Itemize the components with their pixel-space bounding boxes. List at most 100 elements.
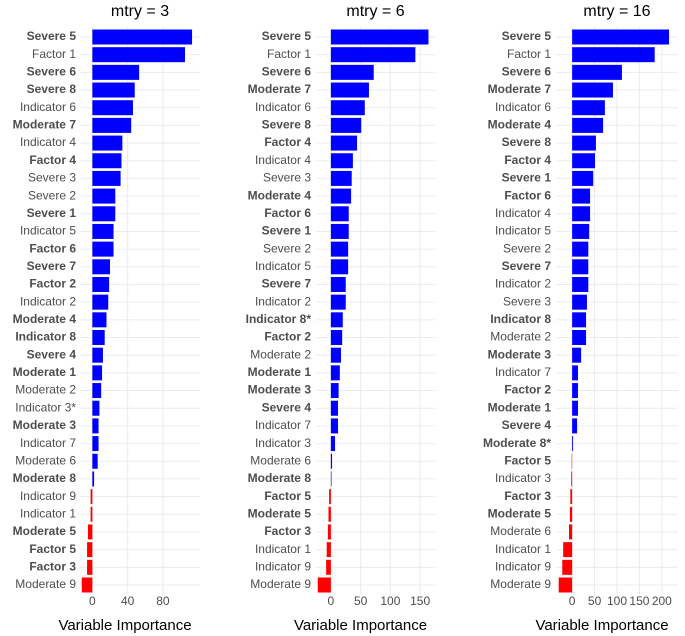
y-tick-label: Indicator 8 (490, 312, 551, 326)
y-tick-label: Moderate 8 (248, 471, 312, 485)
bar (92, 365, 103, 381)
bar (330, 206, 349, 222)
bar (572, 206, 591, 222)
bar (572, 347, 582, 363)
bar (92, 259, 110, 275)
bar (330, 365, 340, 381)
bar (330, 188, 352, 204)
bar (569, 506, 573, 522)
chart-title: mtry = 6 (346, 3, 404, 20)
y-tick-label: Indicator 9 (255, 559, 311, 573)
x-tick-label: 0 (89, 594, 96, 608)
bar (330, 400, 339, 416)
y-tick-label: Moderate 5 (488, 506, 552, 520)
bar (330, 153, 353, 169)
y-tick-label: Moderate 6 (15, 453, 76, 467)
y-tick-label: Factor 3 (264, 524, 311, 538)
bar (326, 559, 331, 575)
bar (330, 170, 352, 186)
bar (572, 383, 578, 399)
x-axis-label: Variable Importance (294, 617, 427, 634)
y-tick-label: Moderate 7 (488, 82, 552, 96)
y-tick-label: Indicator 5 (495, 224, 551, 238)
bar (92, 188, 116, 204)
y-tick-label: Severe 1 (27, 206, 77, 220)
bar (92, 400, 100, 416)
y-tick-label: Factor 5 (504, 453, 551, 467)
y-tick-label: Severe 2 (503, 241, 551, 255)
y-tick-label: Factor 4 (264, 135, 311, 149)
bar (330, 64, 374, 80)
bar (92, 418, 99, 434)
y-tick-label: Severe 6 (27, 65, 77, 79)
y-tick-label: Indicator 7 (255, 418, 311, 432)
bar (569, 524, 573, 540)
bar (572, 365, 578, 381)
y-tick-label: Severe 3 (503, 294, 551, 308)
bar (327, 524, 331, 540)
y-tick-label: Moderate 9 (250, 577, 311, 591)
bar (572, 241, 589, 257)
y-tick-label: Factor 1 (267, 47, 311, 61)
y-tick-label: Moderate 7 (248, 82, 312, 96)
y-tick-label: Indicator 8* (246, 312, 312, 326)
y-tick-label: Moderate 6 (490, 524, 551, 538)
y-tick-label: Indicator 1 (20, 506, 76, 520)
bar (92, 276, 110, 292)
y-tick-label: Severe 8 (27, 82, 77, 96)
y-tick-label: Severe 3 (28, 171, 76, 185)
bar (330, 383, 339, 399)
y-tick-label: Moderate 4 (13, 312, 77, 326)
bar (92, 206, 116, 222)
bar (572, 170, 594, 186)
y-tick-label: Indicator 3* (15, 400, 76, 414)
y-tick-label: Severe 5 (27, 29, 77, 43)
bar (92, 153, 122, 169)
y-tick-label: Severe 6 (262, 65, 312, 79)
bar (572, 153, 596, 169)
bar (92, 135, 123, 151)
bar (92, 347, 103, 363)
bar (87, 542, 93, 558)
y-tick-label: Indicator 4 (20, 135, 76, 149)
bar (92, 47, 185, 63)
y-tick-label: Indicator 6 (495, 100, 551, 114)
y-tick-label: Severe 6 (502, 65, 552, 79)
bar (572, 294, 587, 310)
y-tick-label: Severe 4 (262, 400, 312, 414)
y-tick-label: Factor 1 (507, 47, 551, 61)
y-tick-label: Moderate 5 (13, 524, 77, 538)
bar (90, 506, 93, 522)
bar (572, 135, 596, 151)
bar (330, 418, 339, 434)
y-tick-label: Factor 6 (264, 206, 311, 220)
y-tick-label: Factor 6 (29, 241, 76, 255)
y-tick-label: Moderate 6 (250, 453, 311, 467)
y-tick-label: Moderate 1 (488, 400, 552, 414)
bar (330, 347, 341, 363)
y-tick-label: Moderate 1 (13, 365, 77, 379)
y-tick-label: Moderate 8 (13, 471, 77, 485)
y-tick-label: Indicator 3 (495, 471, 551, 485)
y-tick-label: Indicator 4 (255, 153, 311, 167)
y-tick-label: Severe 5 (502, 29, 552, 43)
y-tick-label: Moderate 3 (248, 383, 312, 397)
bar (572, 400, 578, 416)
y-tick-label: Factor 3 (504, 489, 551, 503)
y-tick-label: Severe 2 (28, 188, 76, 202)
y-tick-label: Factor 5 (264, 489, 311, 503)
y-tick-label: Indicator 4 (495, 206, 551, 220)
bar (92, 100, 133, 116)
bar (572, 82, 613, 98)
y-tick-label: Factor 4 (504, 153, 551, 167)
bar (92, 436, 99, 452)
y-tick-label: Severe 5 (262, 29, 312, 43)
y-tick-label: Indicator 2 (20, 294, 76, 308)
chart-title: mtry = 16 (583, 3, 650, 20)
x-tick-label: 0 (328, 594, 335, 608)
bar (330, 29, 429, 45)
bar (330, 276, 346, 292)
y-tick-label: Severe 1 (262, 224, 312, 238)
bar (329, 489, 331, 505)
bar (572, 29, 670, 45)
